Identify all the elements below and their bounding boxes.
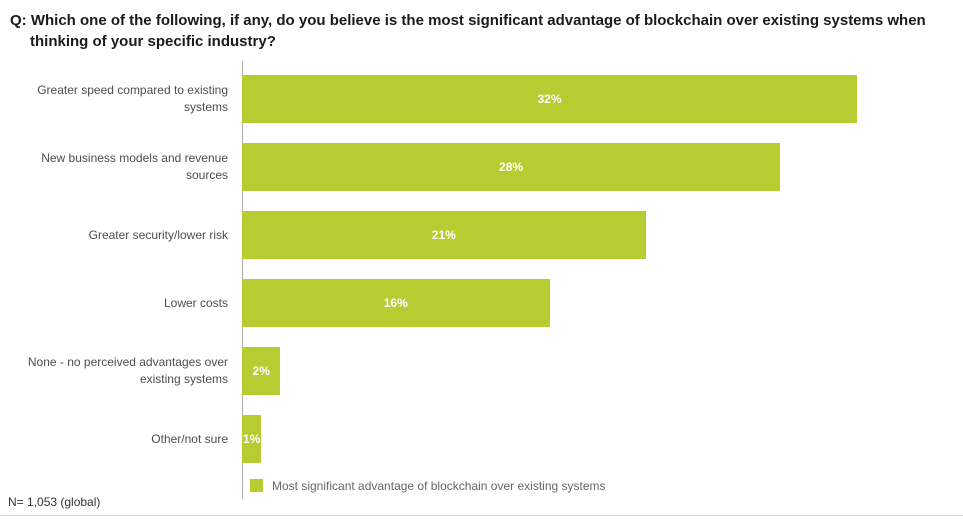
bar-value-label: 2% bbox=[252, 363, 270, 378]
chart-row: None - no perceived advantages over exis… bbox=[0, 337, 963, 405]
sample-size-note: N= 1,053 (global) bbox=[8, 495, 101, 509]
bar: 21% bbox=[242, 210, 646, 259]
legend-label: Most significant advantage of blockchain… bbox=[272, 478, 606, 493]
chart-rows: Greater speed compared to existing syste… bbox=[0, 65, 963, 473]
category-label: Lower costs bbox=[163, 295, 228, 310]
bar: 32% bbox=[242, 74, 857, 123]
bar-track: 28% bbox=[242, 142, 963, 191]
bar-value-label: 16% bbox=[383, 295, 408, 310]
bottom-divider bbox=[0, 515, 963, 516]
bar-value-label: 32% bbox=[537, 91, 562, 106]
chart-row: Greater speed compared to existing syste… bbox=[0, 65, 963, 133]
chart-title: Q: Which one of the following, if any, d… bbox=[10, 12, 926, 51]
legend-swatch bbox=[250, 479, 263, 493]
bar: 28% bbox=[242, 142, 781, 191]
category-label: Greater speed compared to existing syste… bbox=[37, 83, 228, 114]
legend: Most significant advantage of blockchain… bbox=[250, 479, 963, 493]
chart-row: Greater security/lower risk 21% bbox=[0, 201, 963, 269]
bar-track: 16% bbox=[242, 278, 963, 327]
category-label: Other/not sure bbox=[151, 431, 228, 446]
bar: 16% bbox=[242, 278, 550, 327]
bar-value-label: 21% bbox=[431, 227, 456, 242]
category-label: None - no perceived advantages over exis… bbox=[27, 355, 228, 386]
chart-row: Lower costs 16% bbox=[0, 269, 963, 337]
category-label: Greater security/lower risk bbox=[88, 227, 228, 242]
bar: 1% bbox=[242, 414, 262, 463]
bar-track: 1% bbox=[242, 414, 963, 463]
bar-chart: Greater speed compared to existing syste… bbox=[0, 60, 963, 499]
bar-track: 21% bbox=[242, 210, 963, 259]
category-label: New business models and revenue sources bbox=[41, 151, 228, 182]
bar-track: 2% bbox=[242, 346, 963, 395]
chart-row: Other/not sure 1% bbox=[0, 405, 963, 473]
bar-value-label: 28% bbox=[499, 159, 524, 174]
bar-value-label: 1% bbox=[242, 431, 261, 446]
bar: 2% bbox=[242, 346, 281, 395]
bar-track: 32% bbox=[242, 74, 963, 123]
chart-row: New business models and revenue sources 2… bbox=[0, 133, 963, 201]
